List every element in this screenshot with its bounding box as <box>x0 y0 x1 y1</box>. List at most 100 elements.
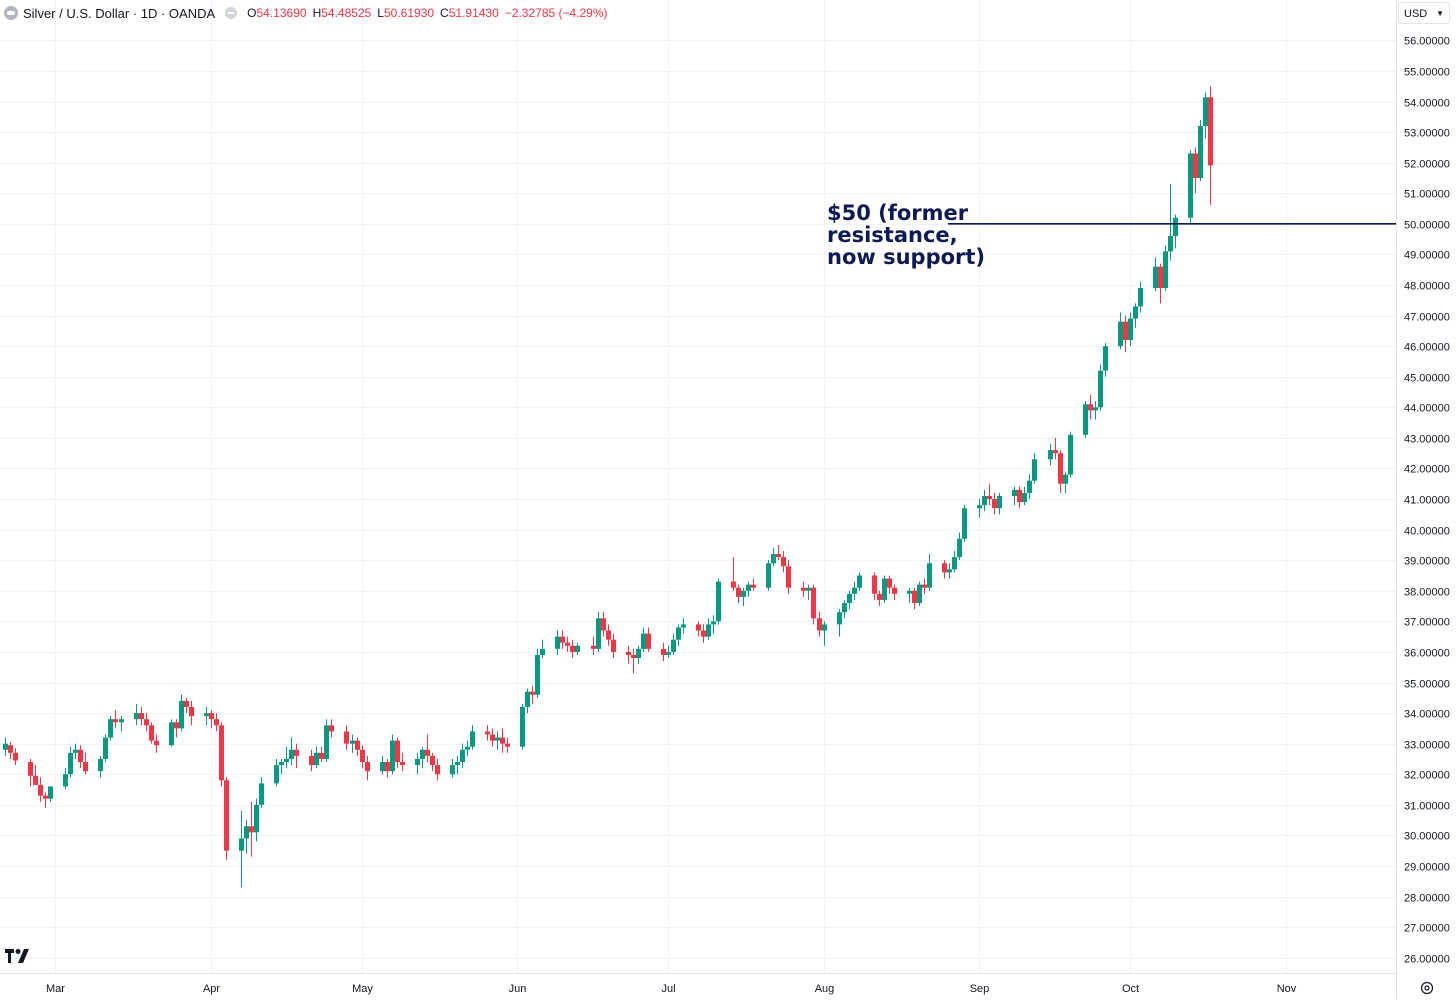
candle[interactable] <box>274 758 279 787</box>
candle[interactable] <box>751 578 756 591</box>
candle[interactable] <box>420 746 425 769</box>
candle[interactable] <box>1198 119 1203 182</box>
candle[interactable] <box>284 746 289 769</box>
candle[interactable] <box>570 639 575 659</box>
candle[interactable] <box>1128 312 1133 347</box>
candle[interactable] <box>646 627 651 652</box>
candle[interactable] <box>1098 364 1103 411</box>
candle[interactable] <box>470 725 475 750</box>
candle[interactable] <box>817 612 822 637</box>
candle[interactable] <box>661 642 666 662</box>
candle[interactable] <box>1088 395 1093 420</box>
candle[interactable] <box>776 544 781 561</box>
candle[interactable] <box>490 728 495 747</box>
candle[interactable] <box>113 710 118 729</box>
candle[interactable] <box>882 575 887 603</box>
candle[interactable] <box>174 719 179 738</box>
candle[interactable] <box>837 609 842 637</box>
candle[interactable] <box>887 575 892 594</box>
candle[interactable] <box>134 703 139 726</box>
candle[interactable] <box>38 777 43 802</box>
candle[interactable] <box>184 697 189 714</box>
candle[interactable] <box>314 746 319 769</box>
candle[interactable] <box>781 551 786 573</box>
candle[interactable] <box>1138 281 1143 313</box>
candle[interactable] <box>360 745 365 769</box>
candle[interactable] <box>149 722 154 744</box>
candle[interactable] <box>329 719 334 738</box>
candle[interactable] <box>119 716 124 732</box>
candle[interactable] <box>540 639 545 659</box>
candle[interactable] <box>365 755 370 781</box>
candle[interactable] <box>33 765 38 785</box>
candle[interactable] <box>696 621 701 637</box>
candle[interactable] <box>927 554 932 591</box>
candle[interactable] <box>1012 486 1017 506</box>
candle[interactable] <box>344 725 349 750</box>
candle[interactable] <box>1133 303 1138 328</box>
candle[interactable] <box>380 755 385 775</box>
candle[interactable] <box>676 624 681 646</box>
candle[interactable] <box>139 706 144 726</box>
candle[interactable] <box>1103 343 1108 377</box>
candle[interactable] <box>350 734 355 753</box>
candle[interactable] <box>1083 401 1088 438</box>
candle[interactable] <box>822 621 827 646</box>
candle[interactable] <box>942 560 947 579</box>
candle[interactable] <box>68 746 73 778</box>
candle[interactable] <box>706 618 711 640</box>
candle[interactable] <box>872 572 877 600</box>
candle[interactable] <box>977 499 982 518</box>
candle[interactable] <box>701 624 706 643</box>
candle[interactable] <box>1063 471 1068 493</box>
candle[interactable] <box>28 758 33 787</box>
candle[interactable] <box>806 584 811 600</box>
candle[interactable] <box>997 492 1002 515</box>
candle[interactable] <box>1068 431 1073 478</box>
candle[interactable] <box>48 786 53 802</box>
candle[interactable] <box>636 645 641 665</box>
candle[interactable] <box>957 532 962 561</box>
candle[interactable] <box>1208 86 1213 205</box>
candle[interactable] <box>1017 486 1022 509</box>
candle[interactable] <box>857 572 862 591</box>
candle[interactable] <box>395 737 400 769</box>
candle[interactable] <box>108 716 113 741</box>
candle[interactable] <box>189 700 194 726</box>
candle[interactable] <box>952 551 957 573</box>
candle[interactable] <box>741 587 746 607</box>
candle[interactable] <box>8 742 13 759</box>
candle[interactable] <box>1123 315 1128 353</box>
candle[interactable] <box>324 719 329 763</box>
candle[interactable] <box>842 599 847 619</box>
candle[interactable] <box>565 636 570 652</box>
candle[interactable] <box>1158 263 1163 304</box>
candle[interactable] <box>415 752 420 775</box>
candle[interactable] <box>1048 443 1053 466</box>
candle[interactable] <box>1032 453 1037 484</box>
candle[interactable] <box>249 801 254 857</box>
candle[interactable] <box>560 630 565 649</box>
candle[interactable] <box>525 688 530 714</box>
candle[interactable] <box>73 743 78 759</box>
candle[interactable] <box>455 755 460 775</box>
candle[interactable] <box>385 758 390 778</box>
candle[interactable] <box>611 633 616 659</box>
currency-selector[interactable]: USD ▼ <box>1398 2 1450 24</box>
candle[interactable] <box>535 648 540 698</box>
candle[interactable] <box>736 584 741 603</box>
candle[interactable] <box>103 734 108 763</box>
candle[interactable] <box>731 557 736 591</box>
candle[interactable] <box>601 612 606 637</box>
candle[interactable] <box>596 612 601 652</box>
candle[interactable] <box>500 728 505 753</box>
candle[interactable] <box>204 706 209 726</box>
candle[interactable] <box>591 636 596 655</box>
candle[interactable] <box>1163 245 1168 292</box>
candle[interactable] <box>982 489 987 512</box>
candle[interactable] <box>852 581 857 600</box>
candle[interactable] <box>309 749 314 772</box>
symbol-title[interactable]: Silver / U.S. Dollar · 1D · OANDA <box>23 5 216 21</box>
candle[interactable] <box>294 743 299 769</box>
candle[interactable] <box>98 755 103 778</box>
